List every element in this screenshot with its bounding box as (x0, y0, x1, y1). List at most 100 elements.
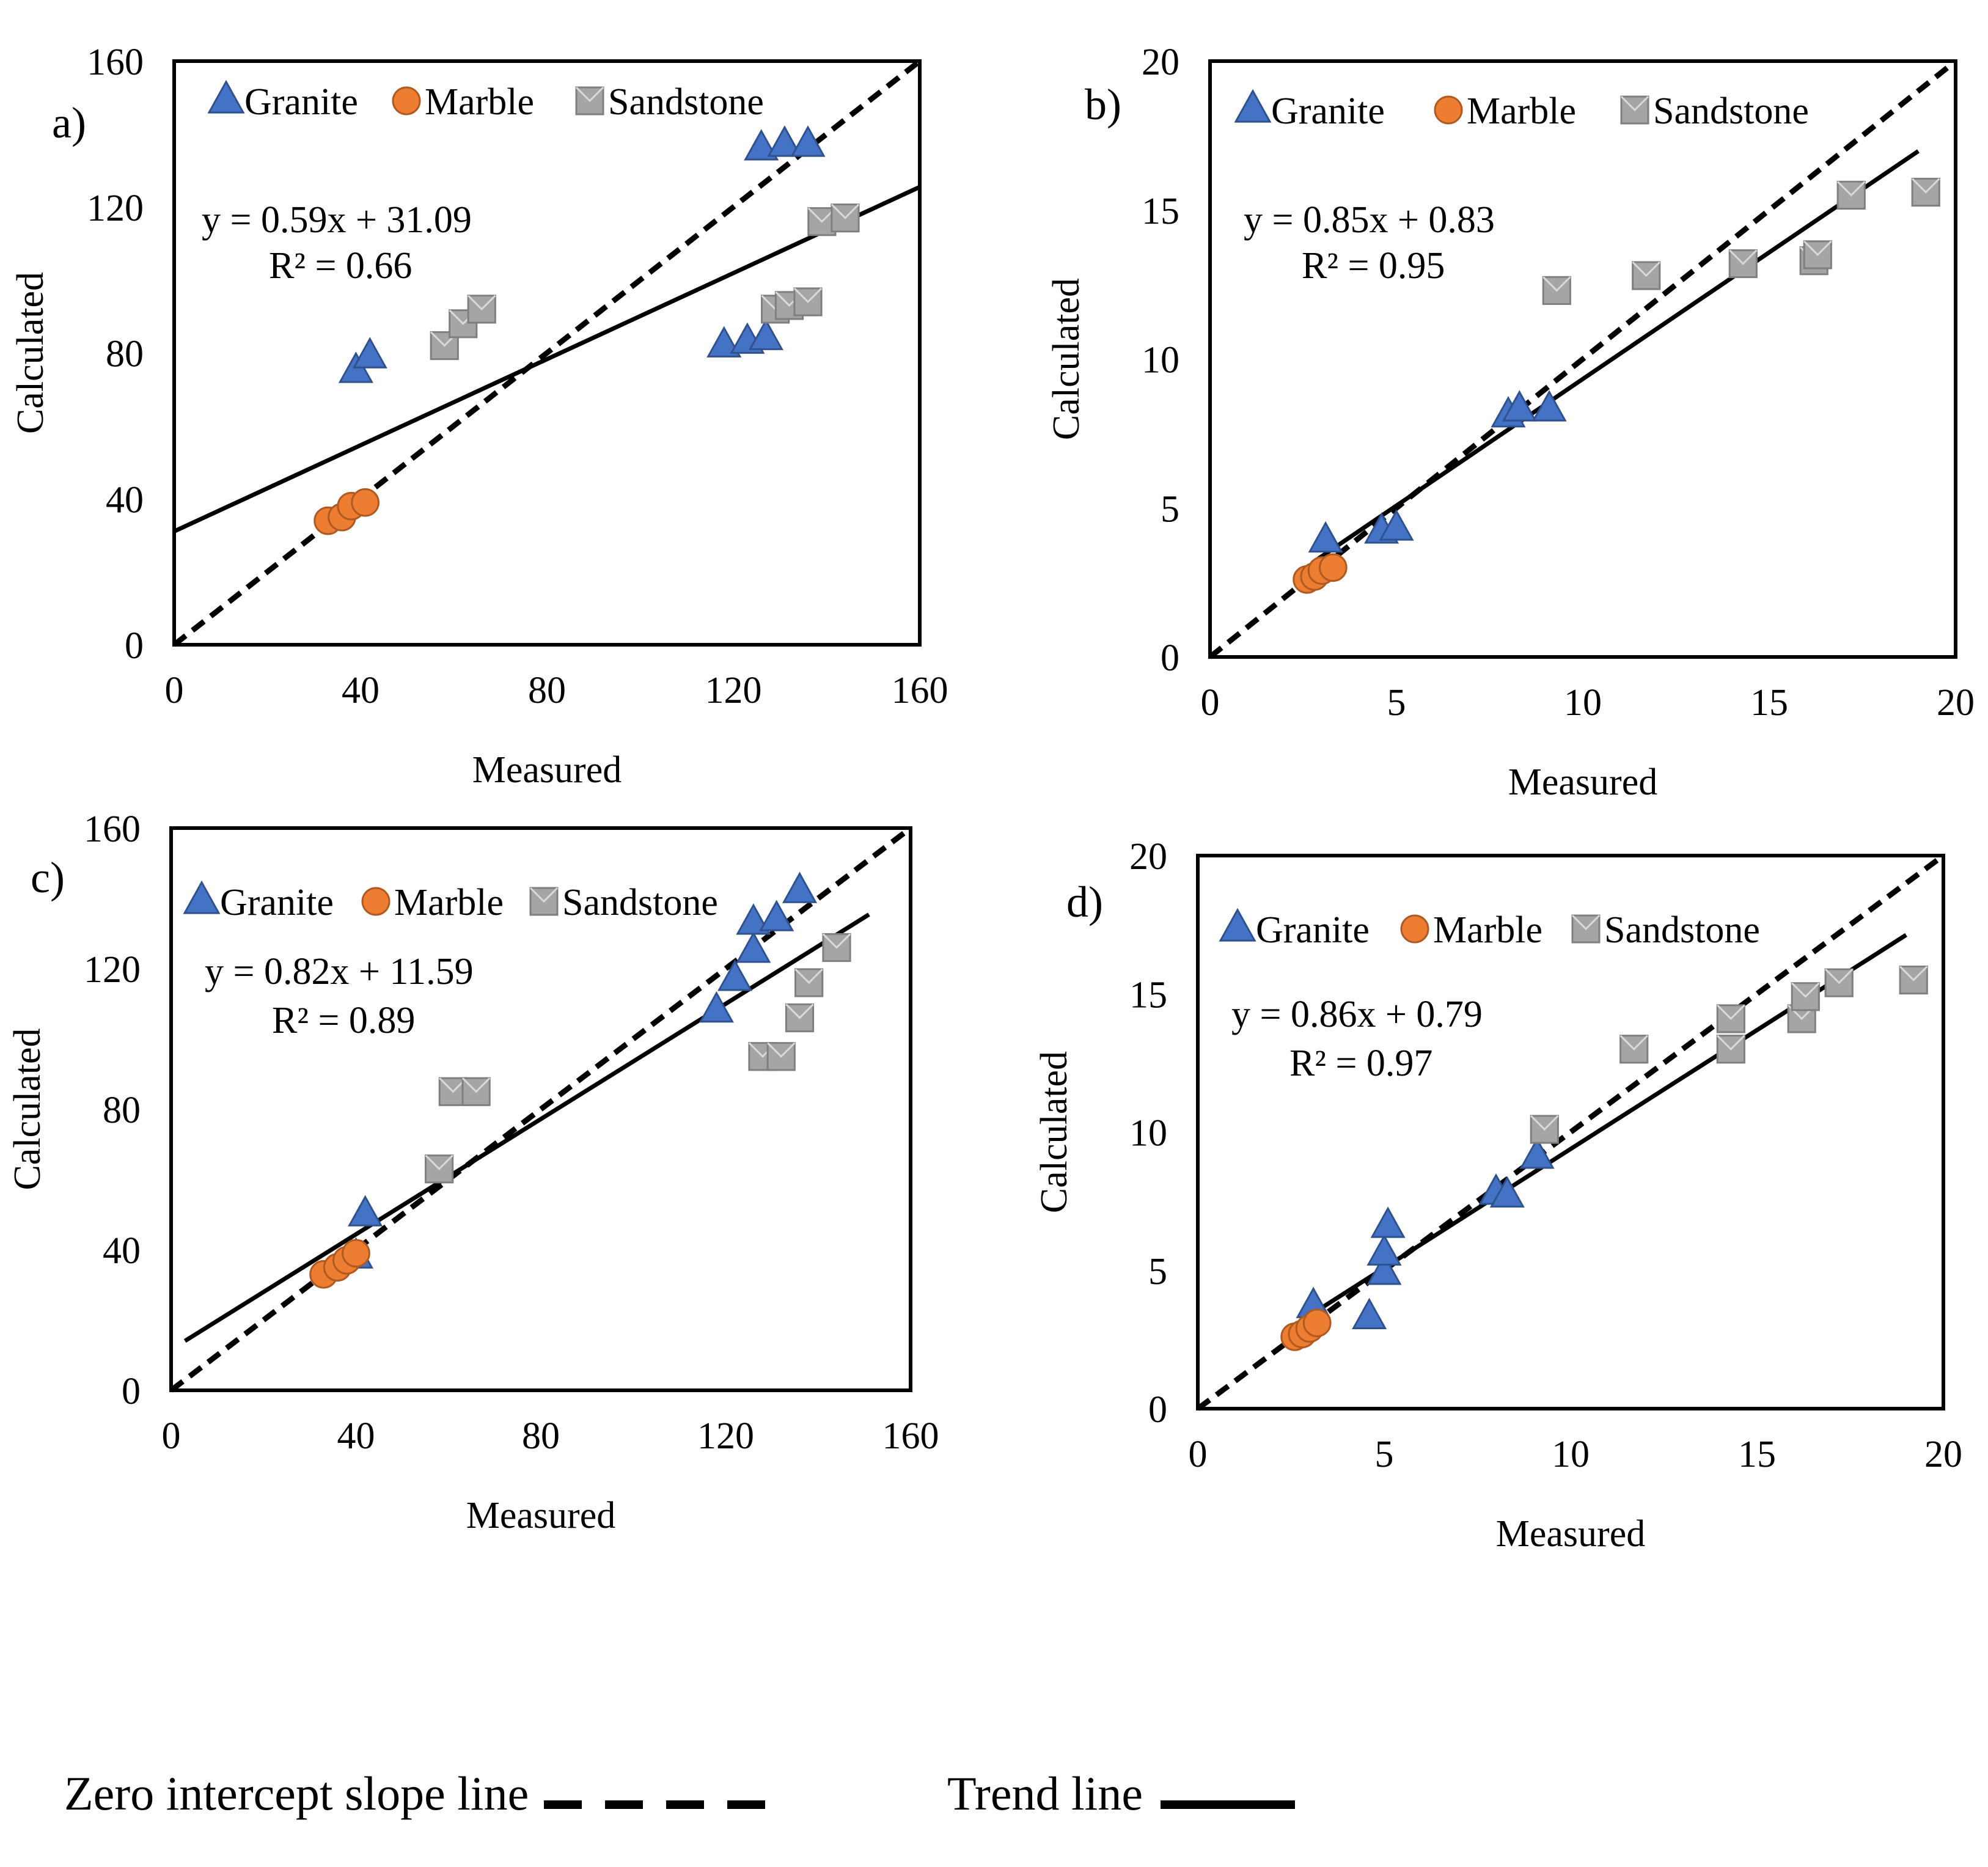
dashed-line-swatch (543, 1800, 770, 1810)
y-tick-label: 15 (1142, 191, 1179, 232)
y-tick-label: 0 (125, 625, 144, 667)
y-tick-label: 0 (1161, 637, 1179, 679)
sandstone-point (793, 287, 823, 317)
trend-line (183, 912, 870, 1343)
sandstone-point (1824, 968, 1854, 997)
r-squared: R² = 0.89 (272, 1000, 415, 1041)
x-tick-label: 0 (165, 670, 184, 711)
zero-intercept-line (1208, 59, 1957, 659)
x-tick-label: 10 (1564, 682, 1602, 724)
legend-sandstone-icon (1620, 95, 1649, 125)
r-squared: R² = 0.97 (1289, 1043, 1432, 1084)
granite-point (706, 326, 742, 358)
granite-point (348, 1195, 383, 1227)
sandstone-point-bevel (1729, 249, 1758, 265)
granite-point (717, 959, 753, 991)
y-tick-label: 5 (1161, 488, 1179, 530)
sandstone-point (1716, 1035, 1745, 1064)
zero-intercept-line (172, 59, 922, 647)
chart-panel-a: 00 40 40 80 80 120 120 160 160 Measured Calculated… (10, 42, 948, 791)
sandstone-point (1803, 240, 1832, 270)
y-tick-label: 120 (84, 949, 141, 991)
legend-marble-icon (392, 86, 421, 116)
series-marble (1293, 553, 1348, 594)
r-squared: R² = 0.66 (269, 245, 412, 287)
series-sandstone (430, 204, 860, 361)
legend-granite-icon (1219, 908, 1256, 942)
granite-point (744, 129, 779, 161)
y-tick-label: 15 (1129, 974, 1167, 1016)
trend-line (1313, 149, 1920, 563)
legend-label-granite: Granite (1256, 909, 1370, 951)
marble-point (351, 488, 380, 517)
legend-granite-icon (1234, 89, 1272, 123)
x-axis-label: Measured (466, 1495, 615, 1536)
chart-panel-d: 00 5 5 10 10 15 15 20 20 Measured Calculated d) y = … (1033, 836, 1962, 1555)
x-tick-label: 160 (892, 670, 948, 711)
x-tick-label: 5 (1387, 682, 1406, 724)
legend-marble-icon (1434, 95, 1463, 125)
x-axis-label: Measured (1508, 761, 1657, 803)
y-axis-label: Calculated (1046, 278, 1087, 440)
x-axis-label: Measured (1496, 1513, 1645, 1555)
sandstone-point (1619, 1035, 1649, 1064)
granite-point (352, 337, 387, 369)
x-tick-label: 10 (1552, 1434, 1590, 1475)
granite-point (790, 125, 826, 157)
legend-label-sandstone: Sandstone (608, 81, 764, 123)
series-granite (1308, 390, 1567, 553)
sandstone-point (1911, 177, 1940, 207)
y-axis-label: Calculated (7, 1028, 48, 1190)
sandstone-point-bevel (468, 295, 496, 310)
zero-intercept-legend: Zero intercept slope line (64, 1766, 773, 1821)
x-tick-label: 80 (528, 670, 566, 711)
legend: Granite Marble Sandstone (1219, 908, 1760, 951)
sandstone-point-bevel (767, 1042, 796, 1058)
trend-equation: y = 0.82x + 11.59 (205, 951, 474, 992)
marble-point (1302, 1308, 1332, 1338)
legend-sandstone-icon (1571, 914, 1601, 944)
sandstone-point (766, 1042, 796, 1071)
legend-marble-icon (1400, 914, 1429, 944)
granite-point (1489, 1176, 1525, 1208)
granite-point (736, 903, 771, 935)
y-tick-label: 20 (1142, 42, 1179, 83)
y-tick-label: 40 (103, 1230, 141, 1272)
x-tick-label: 15 (1738, 1434, 1776, 1475)
legend-granite-icon (183, 880, 221, 914)
sandstone-point (461, 1077, 491, 1106)
sandstone-point-bevel (1632, 261, 1660, 277)
y-tick-label: 0 (122, 1371, 141, 1412)
x-tick-label: 40 (342, 670, 380, 711)
legend-label-marble: Marble (1467, 90, 1576, 132)
granite-point (748, 318, 783, 350)
panel-label: a) (52, 98, 86, 147)
legend-sandstone-icon-bevel (529, 887, 559, 903)
marble-point (342, 1239, 370, 1268)
series-granite (338, 125, 826, 383)
solid-line-swatch (1161, 1800, 1296, 1810)
sandstone-point (1632, 261, 1661, 290)
trend-equation: y = 0.86x + 0.79 (1231, 994, 1483, 1035)
sandstone-point-bevel (794, 968, 823, 985)
legend-label-granite: Granite (220, 882, 334, 923)
x-tick-label: 0 (1201, 682, 1220, 724)
x-axis-label: Measured (472, 749, 622, 791)
sandstone-point (1542, 276, 1571, 305)
sandstone-point (1791, 982, 1820, 1011)
legend-label-marble: Marble (425, 81, 534, 123)
x-tick-label: 20 (1924, 1434, 1962, 1475)
sandstone-point-bevel (1542, 276, 1571, 292)
sandstone-point (467, 295, 496, 324)
y-axis-label: Calculated (1033, 1051, 1075, 1213)
legend-sandstone-icon (575, 86, 604, 116)
x-tick-label: 0 (1189, 1434, 1208, 1475)
sandstone-point (785, 1003, 815, 1033)
series-marble (1280, 1308, 1332, 1351)
y-tick-label: 80 (103, 1090, 141, 1131)
legend: Granite Marble Sandstone (1234, 89, 1809, 132)
sandstone-point-bevel (1825, 968, 1854, 985)
series-sandstone (1542, 177, 1940, 305)
series-marble (309, 1239, 370, 1289)
